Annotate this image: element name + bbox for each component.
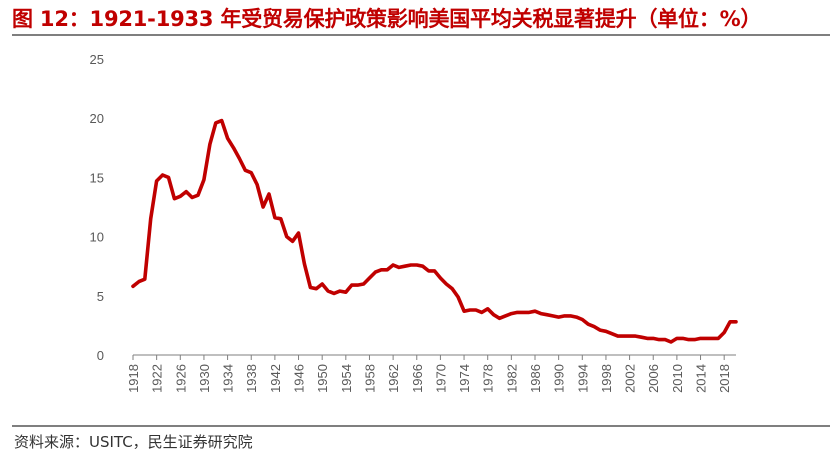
x-tick-label: 1970 [433, 364, 448, 393]
x-tick-label: 2006 [646, 364, 661, 393]
x-tick-label: 2010 [670, 364, 685, 393]
source-note: 资料来源：USITC，民生证券研究院 [14, 433, 253, 451]
x-tick-label: 1990 [552, 364, 567, 393]
x-tick-label: 1986 [528, 364, 543, 393]
x-tick-label: 1930 [197, 364, 212, 393]
tariff-series-line [131, 118, 738, 344]
y-tick-label: 20 [90, 111, 104, 126]
x-tick-label: 1958 [362, 364, 377, 393]
x-tick-label: 1954 [339, 364, 354, 393]
x-tick-label: 1934 [221, 364, 236, 393]
y-tick-label: 15 [90, 170, 104, 185]
x-tick-label: 2018 [717, 364, 732, 393]
x-tick-label: 1942 [268, 364, 283, 393]
x-tick-label: 1938 [244, 364, 259, 393]
x-tick-label: 1994 [575, 364, 590, 393]
x-tick-label: 1918 [126, 364, 141, 393]
x-tick-label: 2002 [623, 364, 638, 393]
y-tick-label: 0 [97, 348, 104, 363]
x-tick-label: 1926 [173, 364, 188, 393]
x-tick-label: 1946 [292, 364, 307, 393]
x-tick-label: 1962 [386, 364, 401, 393]
x-tick-label: 1950 [315, 364, 330, 393]
tariff-line-chart: 0 5 10 15 20 25 1918 1922 1926 1930 1934 1938 1942 19… [90, 52, 738, 393]
x-tick-label: 1922 [150, 364, 165, 393]
x-tick-label: 1998 [599, 364, 614, 393]
x-tick-label: 1974 [457, 364, 472, 393]
source-divider [12, 425, 830, 427]
x-tick-label: 1966 [410, 364, 425, 393]
y-tick-label: 25 [90, 52, 104, 67]
y-tick-label: 5 [97, 289, 104, 304]
x-tick-label: 1982 [504, 364, 519, 393]
chart-title: 图 12：1921-1933 年受贸易保护政策影响美国平均关税显著提升（单位：%… [12, 7, 762, 31]
x-tick-label: 2014 [694, 364, 709, 393]
title-divider [12, 34, 830, 36]
y-tick-label: 10 [90, 230, 104, 245]
x-tick-label: 1978 [481, 364, 496, 393]
